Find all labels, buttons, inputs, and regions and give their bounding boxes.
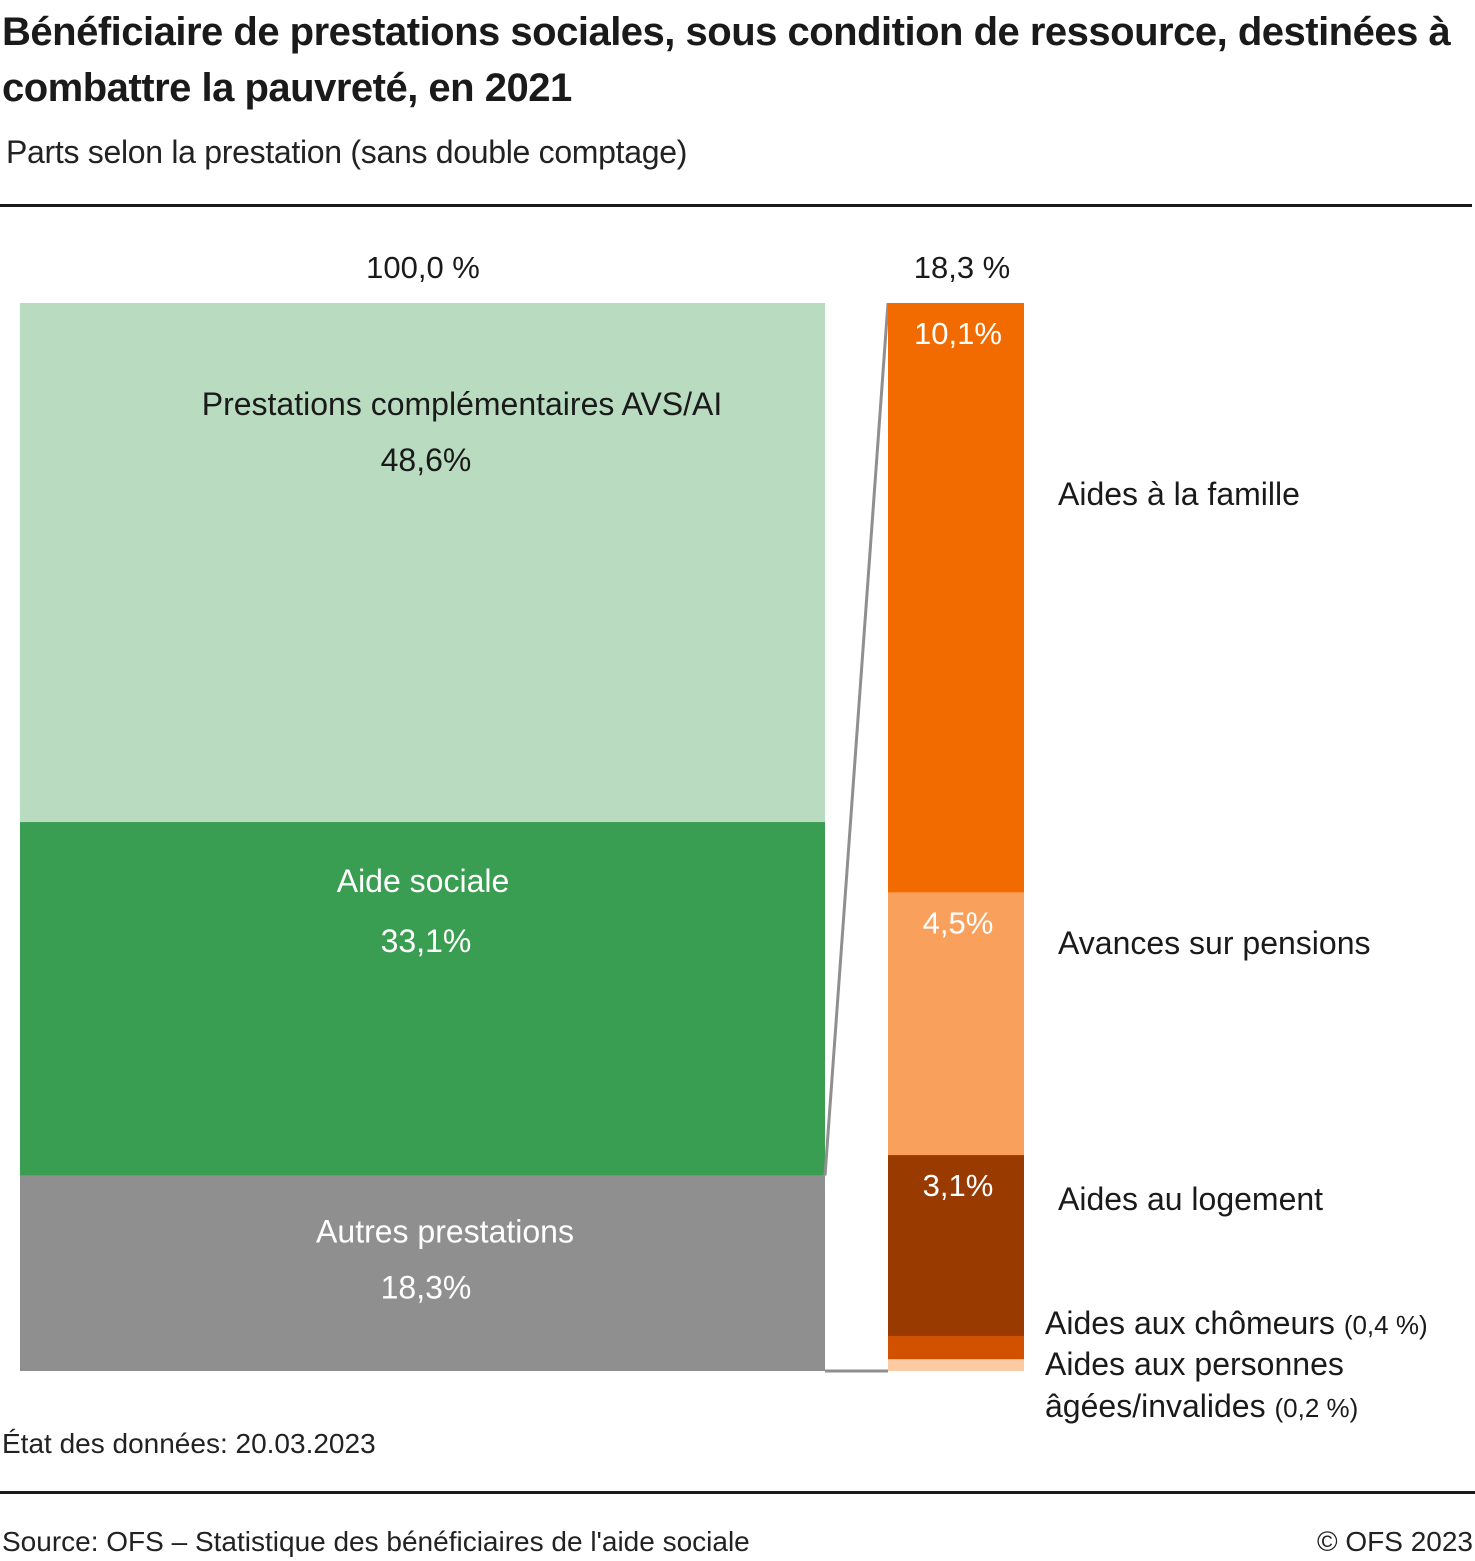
detail-legend: Aides à la famille Avances sur pensions Ai… — [1045, 476, 1428, 1424]
detail-segment-value-label: 10,1% — [914, 316, 1002, 351]
chart-title: Bénéficiaire de prestations sociales, so… — [2, 10, 1451, 110]
main-segment-prestations-complementaires-avs-ai — [20, 303, 825, 823]
detail-segment-avances-sur-pensions — [888, 892, 1024, 1156]
legend-label-aides-a-la-famille: Aides à la famille — [1058, 476, 1300, 512]
main-segment-value-label: 33,1% — [381, 923, 472, 959]
main-segment-autres-prestations — [20, 1175, 825, 1371]
main-bar-total-label: 100,0 % — [366, 250, 480, 285]
legend-label-aides-au-logement: Aides au logement — [1058, 1181, 1323, 1217]
connector-line-top — [823, 302, 890, 1176]
top-divider — [0, 204, 1472, 207]
bottom-divider — [0, 1491, 1475, 1494]
legend-line: Aides à la famille — [1058, 476, 1300, 512]
main-segment-name-label: Prestations complémentaires AVS/AI — [202, 386, 723, 422]
detail-bar: 18,3 % 10,1% 4,5% 3,1% — [888, 250, 1024, 1371]
legend-label-aides-aux-personnes-agees-invalides: Aides aux personnes âgées/invalides (0,2 … — [1045, 1346, 1358, 1424]
legend-label-avances-sur-pensions: Avances sur pensions — [1058, 925, 1370, 961]
detail-segment-aides-aux-personnes-agees-invalides — [888, 1359, 1024, 1371]
data-status-note: État des données: 20.03.2023 — [2, 1428, 376, 1459]
main-segment-value-label: 48,6% — [381, 442, 472, 478]
legend-value-suffix: (0,2 %) — [1274, 1393, 1358, 1423]
main-segment-name-label: Autres prestations — [316, 1214, 574, 1250]
chart-subtitle: Parts selon la prestation (sans double c… — [6, 134, 688, 170]
detail-segment-aides-aux-chomeurs — [888, 1335, 1024, 1360]
legend-line: Aides aux personnes — [1045, 1346, 1344, 1382]
detail-segment-aides-a-la-famille — [888, 303, 1024, 893]
main-segment-name-label: Aide sociale — [337, 863, 510, 899]
detail-segment-value-label: 3,1% — [923, 1168, 994, 1203]
detail-segment-aides-au-logement — [888, 1155, 1024, 1336]
main-bar: Prestations complémentaires AVS/AI 48,6% A… — [20, 250, 825, 1371]
legend-value-suffix: (0,4 %) — [1344, 1310, 1428, 1340]
main-segment-aide-sociale — [20, 822, 825, 1176]
detail-segment-value-label: 4,5% — [923, 905, 994, 940]
legend-line: Avances sur pensions — [1058, 925, 1370, 961]
source-note: Source: OFS – Statistique des bénéficiai… — [2, 1526, 750, 1557]
detail-bar-total-label: 18,3 % — [914, 250, 1011, 285]
main-segment-value-label: 18,3% — [381, 1270, 472, 1306]
connector-lines — [823, 302, 890, 1373]
legend-line: Aides au logement — [1058, 1181, 1323, 1217]
legend-label-aides-aux-chomeurs: Aides aux chômeurs (0,4 %) — [1045, 1305, 1428, 1341]
legend-line: âgées/invalides — [1045, 1388, 1274, 1424]
legend-line: Aides aux chômeurs — [1045, 1305, 1344, 1341]
copyright: © OFS 2023 — [1316, 1526, 1473, 1557]
